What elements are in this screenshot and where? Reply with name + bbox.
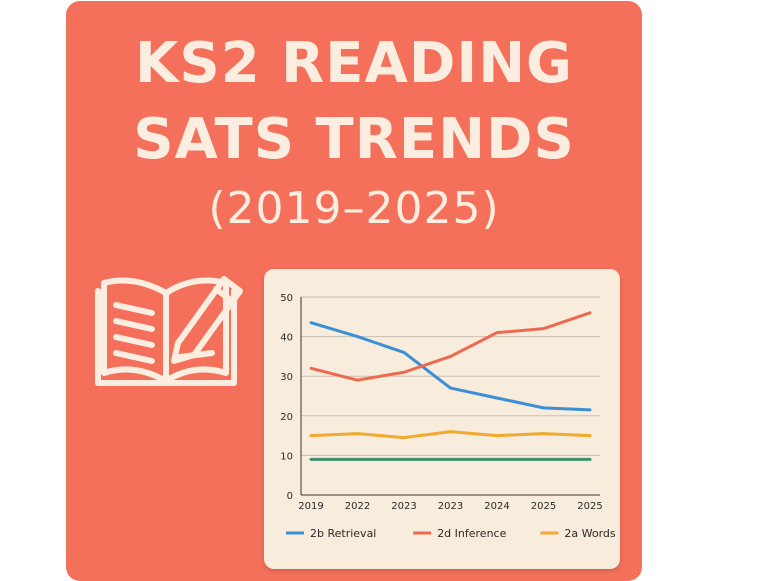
legend-label: 2a Words — [564, 527, 616, 540]
poster: KS2 READING SATS TRENDS (2019–2025) 0 10 2… — [66, 1, 642, 581]
title-line-3: (2019–2025) — [66, 179, 642, 239]
legend-label: 2b Retrieval — [310, 527, 376, 540]
y-tick-label: 10 — [280, 451, 293, 462]
x-tick-label: 2024 — [484, 501, 509, 512]
y-tick-label: 40 — [280, 333, 293, 344]
title-line-2: SATS TRENDS — [66, 105, 642, 175]
legend-label: 2d Inference — [437, 527, 506, 540]
line-chart: 0 10 20 30 40 50 2019 2022 2023 2023 2024 2025 2025 2… — [264, 269, 620, 569]
x-tick-label: 2025 — [531, 501, 556, 512]
y-tick-label: 30 — [280, 372, 293, 383]
series-line-2 — [311, 432, 590, 438]
book-pencil-icon — [94, 261, 254, 391]
series-line-1 — [311, 313, 590, 380]
y-tick-label: 0 — [287, 491, 293, 502]
x-tick-label: 2025 — [577, 501, 602, 512]
y-tick-label: 20 — [280, 412, 293, 423]
series-line-0 — [311, 323, 590, 410]
x-tick-label: 2022 — [345, 501, 370, 512]
x-tick-label: 2023 — [438, 501, 463, 512]
x-tick-label: 2023 — [391, 501, 416, 512]
title-line-1: KS2 READING — [66, 29, 642, 99]
chart-panel: 0 10 20 30 40 50 2019 2022 2023 2023 2024 2025 2025 2… — [264, 269, 620, 569]
x-tick-label: 2019 — [298, 501, 323, 512]
y-tick-label: 50 — [280, 293, 293, 304]
